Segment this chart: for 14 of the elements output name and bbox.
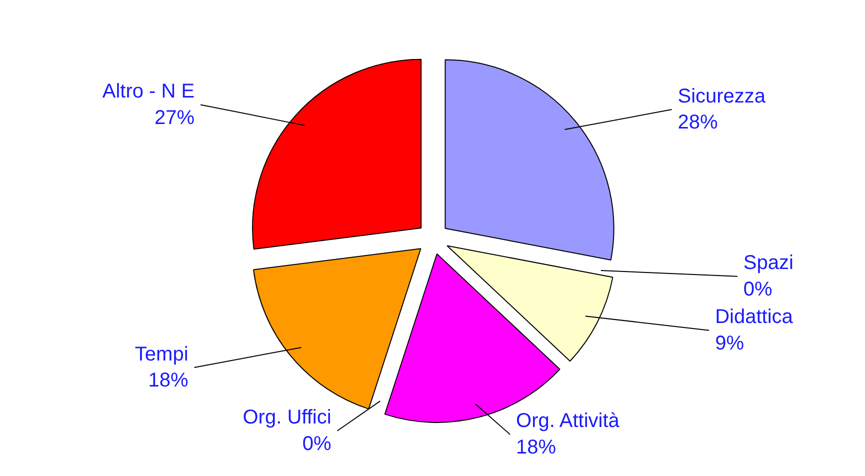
data-label: 27% bbox=[154, 106, 195, 129]
slice-label: Altro - N E bbox=[102, 80, 195, 103]
slice-label: Org. Attività bbox=[516, 410, 620, 432]
slice-label: Tempi bbox=[134, 343, 188, 366]
data-label: 18% bbox=[148, 370, 188, 392]
data-label: 18% bbox=[516, 436, 556, 459]
category-label: Spazi bbox=[743, 252, 794, 274]
legend-label: Org. Uffici bbox=[242, 406, 332, 429]
data-label: 9% bbox=[715, 332, 744, 355]
text: 0% bbox=[302, 433, 332, 456]
text: 0% bbox=[743, 278, 772, 301]
slice-label: Sicurezza bbox=[678, 85, 766, 108]
data-label: 28% bbox=[678, 112, 718, 134]
slice-label: Didattica bbox=[715, 306, 794, 328]
